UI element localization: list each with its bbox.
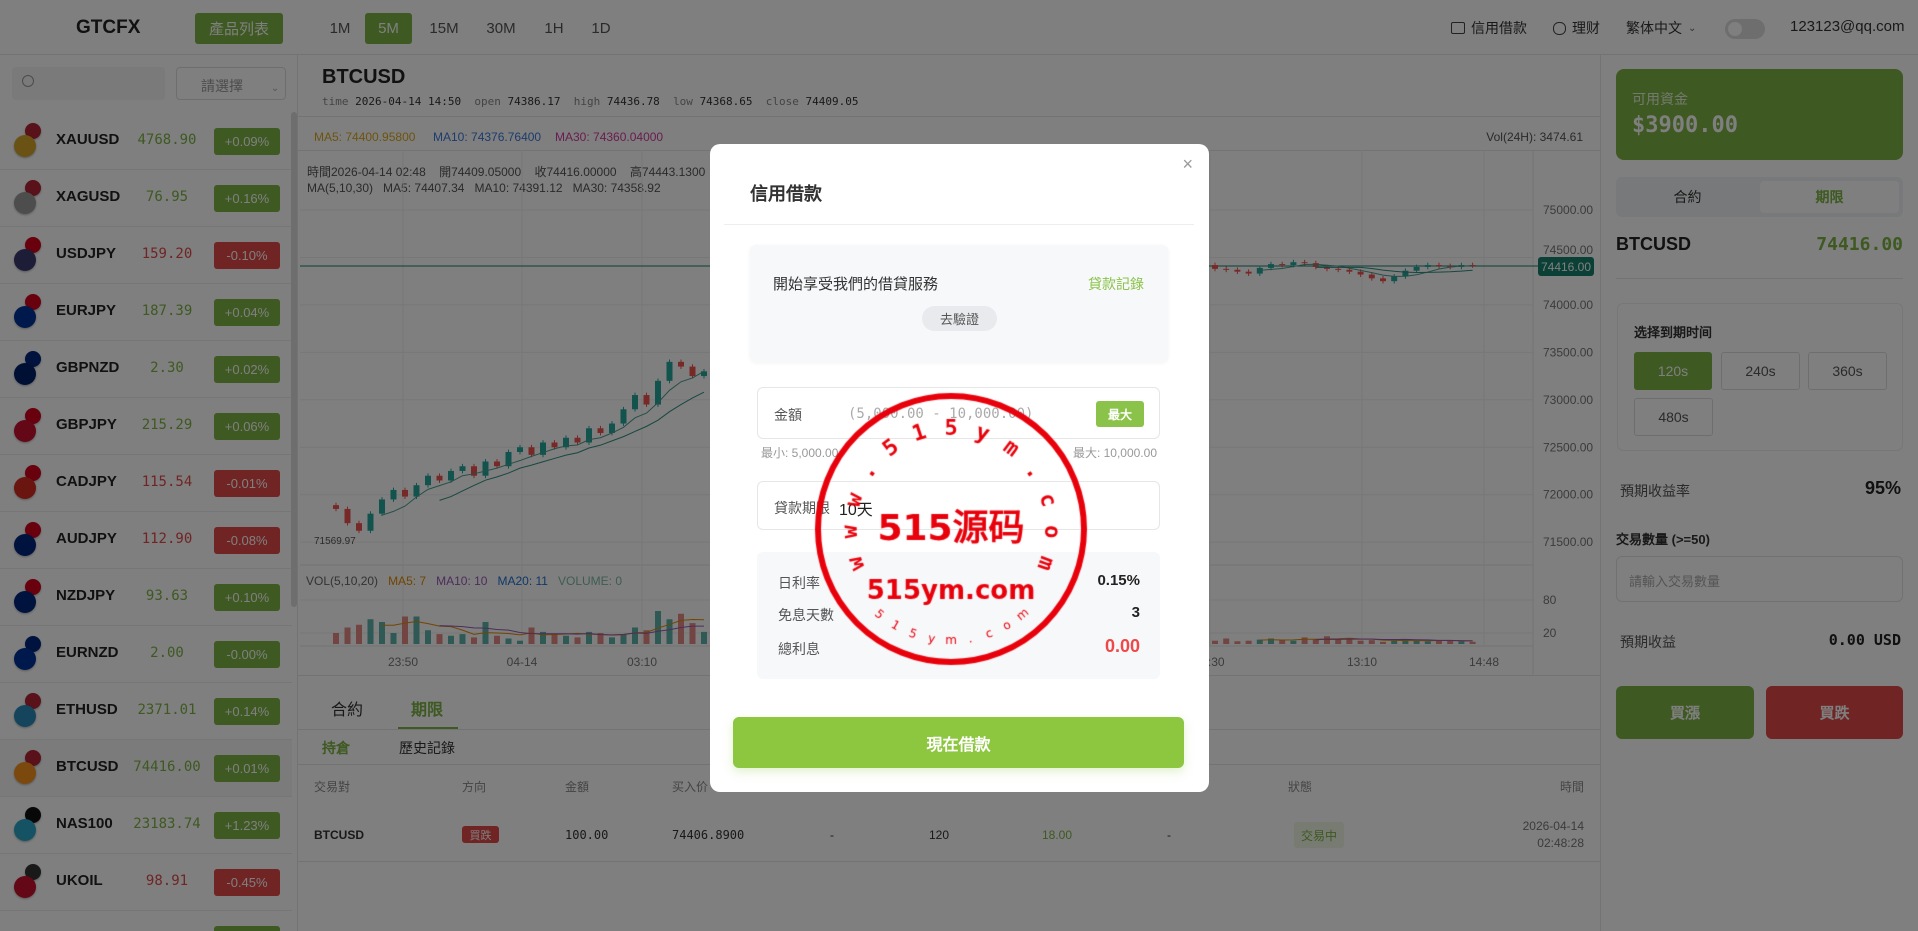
- loan-records-link[interactable]: 貸款記錄: [1088, 276, 1144, 292]
- min-hint: 最小: 5,000.00: [761, 446, 839, 460]
- free-days-label: 免息天數: [778, 607, 834, 623]
- total-interest-label: 總利息: [778, 641, 820, 657]
- loan-intro-text: 開始享受我們的借貸服務: [773, 276, 939, 293]
- free-days-value: 3: [1131, 604, 1140, 621]
- amount-input[interactable]: (5,000.00 - 10,000.00): [848, 406, 1034, 422]
- daily-rate-label: 日利率: [778, 575, 820, 591]
- daily-rate-value: 0.15%: [1097, 572, 1140, 589]
- loan-period-field[interactable]: 貸款期限 10天: [757, 481, 1160, 530]
- loan-period-label: 貸款期限: [774, 500, 830, 516]
- loan-period-value: 10天: [839, 502, 873, 519]
- loan-intro-card: 開始享受我們的借貸服務 貸款記錄 去驗證: [750, 245, 1168, 362]
- close-icon[interactable]: ×: [1182, 154, 1193, 174]
- max-hint: 最大: 10,000.00: [1072, 446, 1157, 460]
- modal-title: 信用借款: [750, 184, 822, 204]
- total-interest-value: 0.00: [1104, 636, 1140, 656]
- interest-summary: 日利率 0.15% 免息天數 3 總利息 0.00: [757, 552, 1160, 679]
- borrow-now-button[interactable]: 現在借款: [733, 717, 1184, 768]
- divider: [724, 224, 1194, 225]
- amount-label: 金額: [774, 407, 802, 423]
- credit-loan-modal: × 信用借款 開始享受我們的借貸服務 貸款記錄 去驗證 金額 (5,000.00…: [710, 144, 1209, 792]
- amount-field[interactable]: 金額 (5,000.00 - 10,000.00) 最大: [757, 387, 1160, 439]
- verify-button[interactable]: 去驗證: [922, 306, 997, 331]
- max-button[interactable]: 最大: [1096, 401, 1144, 427]
